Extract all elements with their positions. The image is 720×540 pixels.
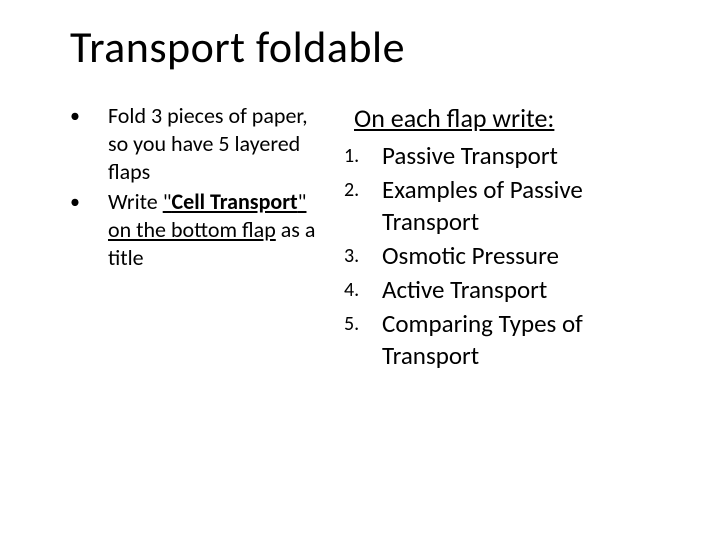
list-item: 4. Active Transport — [340, 274, 680, 306]
bullet-list: • Fold 3 pieces of paper, so you have 5 … — [70, 102, 320, 272]
number-marker: 4. — [340, 274, 382, 306]
bullet-marker: • — [70, 102, 108, 186]
list-item: 1. Passive Transport — [340, 140, 680, 172]
list-text: Osmotic Pressure — [382, 240, 559, 272]
bullet-item: • Write "Cell Transport" on the bottom f… — [70, 188, 320, 272]
columns: • Fold 3 pieces of paper, so you have 5 … — [70, 102, 680, 374]
list-text: Examples of Passive Transport — [382, 174, 680, 238]
page-title: Transport foldable — [70, 20, 680, 74]
right-column: On each flap write: 1. Passive Transport… — [330, 102, 680, 374]
list-item: 3. Osmotic Pressure — [340, 240, 680, 272]
list-text: Comparing Types of Transport — [382, 308, 680, 372]
number-marker: 2. — [340, 174, 382, 238]
number-marker: 5. — [340, 308, 382, 372]
list-item: 5. Comparing Types of Transport — [340, 308, 680, 372]
bullet-text: Write "Cell Transport" on the bottom fla… — [108, 188, 320, 272]
bullet-marker: • — [70, 188, 108, 272]
list-item: 2. Examples of Passive Transport — [340, 174, 680, 238]
bullet-text: Fold 3 pieces of paper, so you have 5 la… — [108, 102, 320, 186]
slide: Transport foldable • Fold 3 pieces of pa… — [0, 0, 720, 540]
right-heading: On each flap write: — [354, 102, 680, 134]
bullet-item: • Fold 3 pieces of paper, so you have 5 … — [70, 102, 320, 186]
list-text: Passive Transport — [382, 140, 558, 172]
number-marker: 3. — [340, 240, 382, 272]
left-column: • Fold 3 pieces of paper, so you have 5 … — [70, 102, 320, 374]
numbered-list: 1. Passive Transport 2. Examples of Pass… — [340, 140, 680, 372]
number-marker: 1. — [340, 140, 382, 172]
list-text: Active Transport — [382, 274, 547, 306]
